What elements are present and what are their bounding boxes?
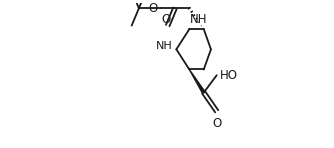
- Text: NH: NH: [190, 13, 207, 26]
- Text: O: O: [161, 13, 170, 26]
- Text: HO: HO: [219, 69, 237, 82]
- Text: O: O: [212, 117, 222, 130]
- Text: O: O: [149, 2, 158, 15]
- Polygon shape: [189, 70, 205, 93]
- Text: NH: NH: [156, 41, 173, 52]
